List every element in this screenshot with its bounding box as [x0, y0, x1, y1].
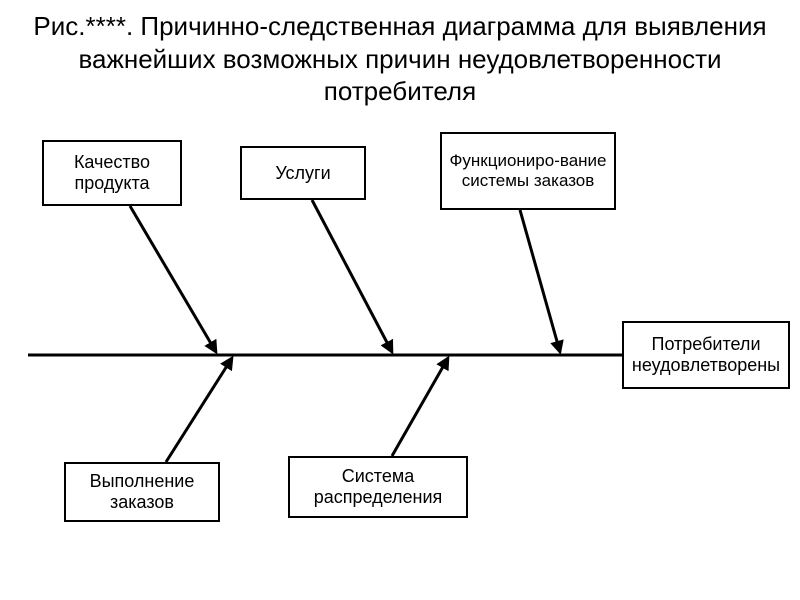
diagram-title: Рис.****. Причинно-следственная диаграмм… [0, 10, 800, 108]
cause-node-services-label: Услуги [275, 163, 330, 184]
cause-node-services: Услуги [240, 146, 366, 200]
cause-node-distrib-label: Система распределения [296, 466, 460, 507]
cause-node-fulfil-label: Выполнение заказов [72, 471, 212, 512]
cause-node-quality: Качество продукта [42, 140, 182, 206]
cause-arrow-distrib [392, 358, 448, 456]
cause-node-quality-label: Качество продукта [50, 152, 174, 193]
cause-node-ordersys-label: Функциониро-вание системы заказов [448, 151, 608, 190]
cause-arrow-quality [130, 206, 216, 352]
effect-node-label: Потребители неудовлетворены [630, 334, 782, 375]
cause-node-ordersys: Функциониро-вание системы заказов [440, 132, 616, 210]
cause-arrow-services [312, 200, 392, 352]
cause-arrow-ordersys [520, 210, 560, 352]
cause-node-distrib: Система распределения [288, 456, 468, 518]
cause-arrow-fulfil [166, 358, 232, 462]
effect-node: Потребители неудовлетворены [622, 321, 790, 389]
cause-node-fulfil: Выполнение заказов [64, 462, 220, 522]
fishbone-diagram: Качество продукта Услуги Функциониро-вание… [0, 130, 800, 600]
